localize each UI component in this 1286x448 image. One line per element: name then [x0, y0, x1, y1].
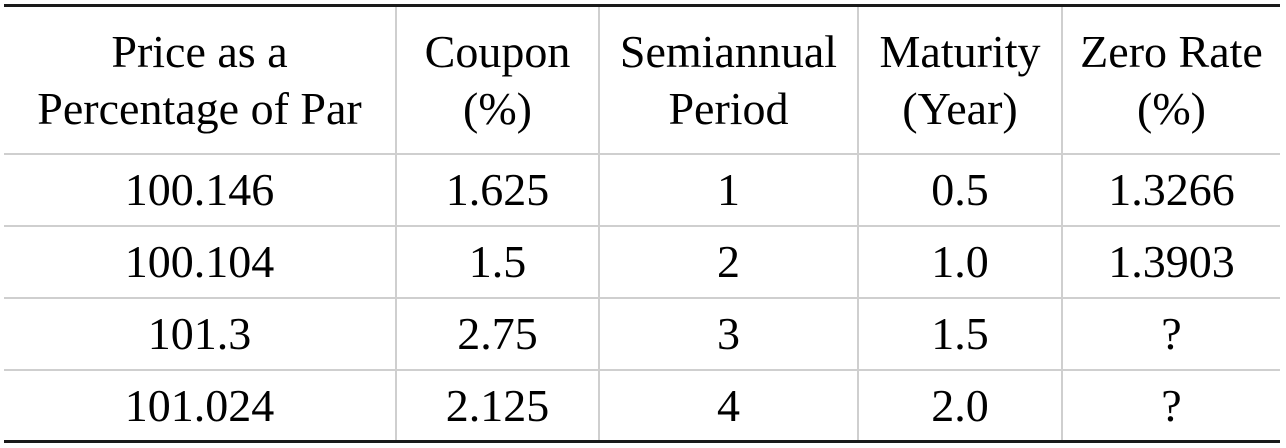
cell-period: 1	[598, 153, 858, 227]
table-row: 101.3 2.75 3 1.5 ?	[4, 297, 1280, 371]
header-maturity-line2: (Year)	[902, 82, 1018, 134]
cell-price: 100.146	[4, 153, 396, 227]
header-period-line1: Semiannual	[619, 25, 838, 77]
cell-maturity: 1.5	[857, 297, 1062, 371]
header-price-line2: Percentage of Par	[37, 82, 362, 134]
bond-table-container: Price as a Percentage of Par Coupon (%) …	[4, 4, 1280, 443]
cell-maturity: 0.5	[857, 153, 1062, 227]
header-zero-rate-line1: Zero Rate	[1080, 25, 1263, 77]
header-coupon-line2: (%)	[463, 82, 532, 134]
cell-maturity: 2.0	[857, 369, 1062, 443]
cell-maturity: 1.0	[857, 225, 1062, 299]
header-period-line2: Period	[668, 82, 789, 134]
cell-period: 3	[598, 297, 858, 371]
cell-coupon: 2.75	[395, 297, 599, 371]
header-price-line1: Price as a	[111, 25, 288, 77]
bond-zero-rate-table: Price as a Percentage of Par Coupon (%) …	[4, 4, 1280, 443]
header-row: Price as a Percentage of Par Coupon (%) …	[4, 4, 1280, 155]
header-coupon: Coupon (%)	[395, 4, 599, 155]
header-period: Semiannual Period	[598, 4, 858, 155]
table-row: 101.024 2.125 4 2.0 ?	[4, 369, 1280, 443]
cell-zero-rate: ?	[1061, 297, 1280, 371]
header-zero-rate: Zero Rate (%)	[1061, 4, 1280, 155]
header-maturity-line1: Maturity	[879, 25, 1041, 77]
header-coupon-line1: Coupon	[424, 25, 571, 77]
table-header: Price as a Percentage of Par Coupon (%) …	[4, 4, 1280, 155]
cell-price: 101.024	[4, 369, 396, 443]
table-row: 100.104 1.5 2 1.0 1.3903	[4, 225, 1280, 299]
header-maturity: Maturity (Year)	[857, 4, 1062, 155]
cell-coupon: 2.125	[395, 369, 599, 443]
cell-zero-rate: 1.3903	[1061, 225, 1280, 299]
cell-price: 100.104	[4, 225, 396, 299]
cell-coupon: 1.5	[395, 225, 599, 299]
cell-period: 4	[598, 369, 858, 443]
cell-coupon: 1.625	[395, 153, 599, 227]
cell-zero-rate: 1.3266	[1061, 153, 1280, 227]
header-price: Price as a Percentage of Par	[4, 4, 396, 155]
cell-period: 2	[598, 225, 858, 299]
table-body: 100.146 1.625 1 0.5 1.3266 100.104 1.5 2…	[4, 153, 1280, 443]
cell-zero-rate: ?	[1061, 369, 1280, 443]
cell-price: 101.3	[4, 297, 396, 371]
header-zero-rate-line2: (%)	[1137, 82, 1206, 134]
table-row: 100.146 1.625 1 0.5 1.3266	[4, 153, 1280, 227]
